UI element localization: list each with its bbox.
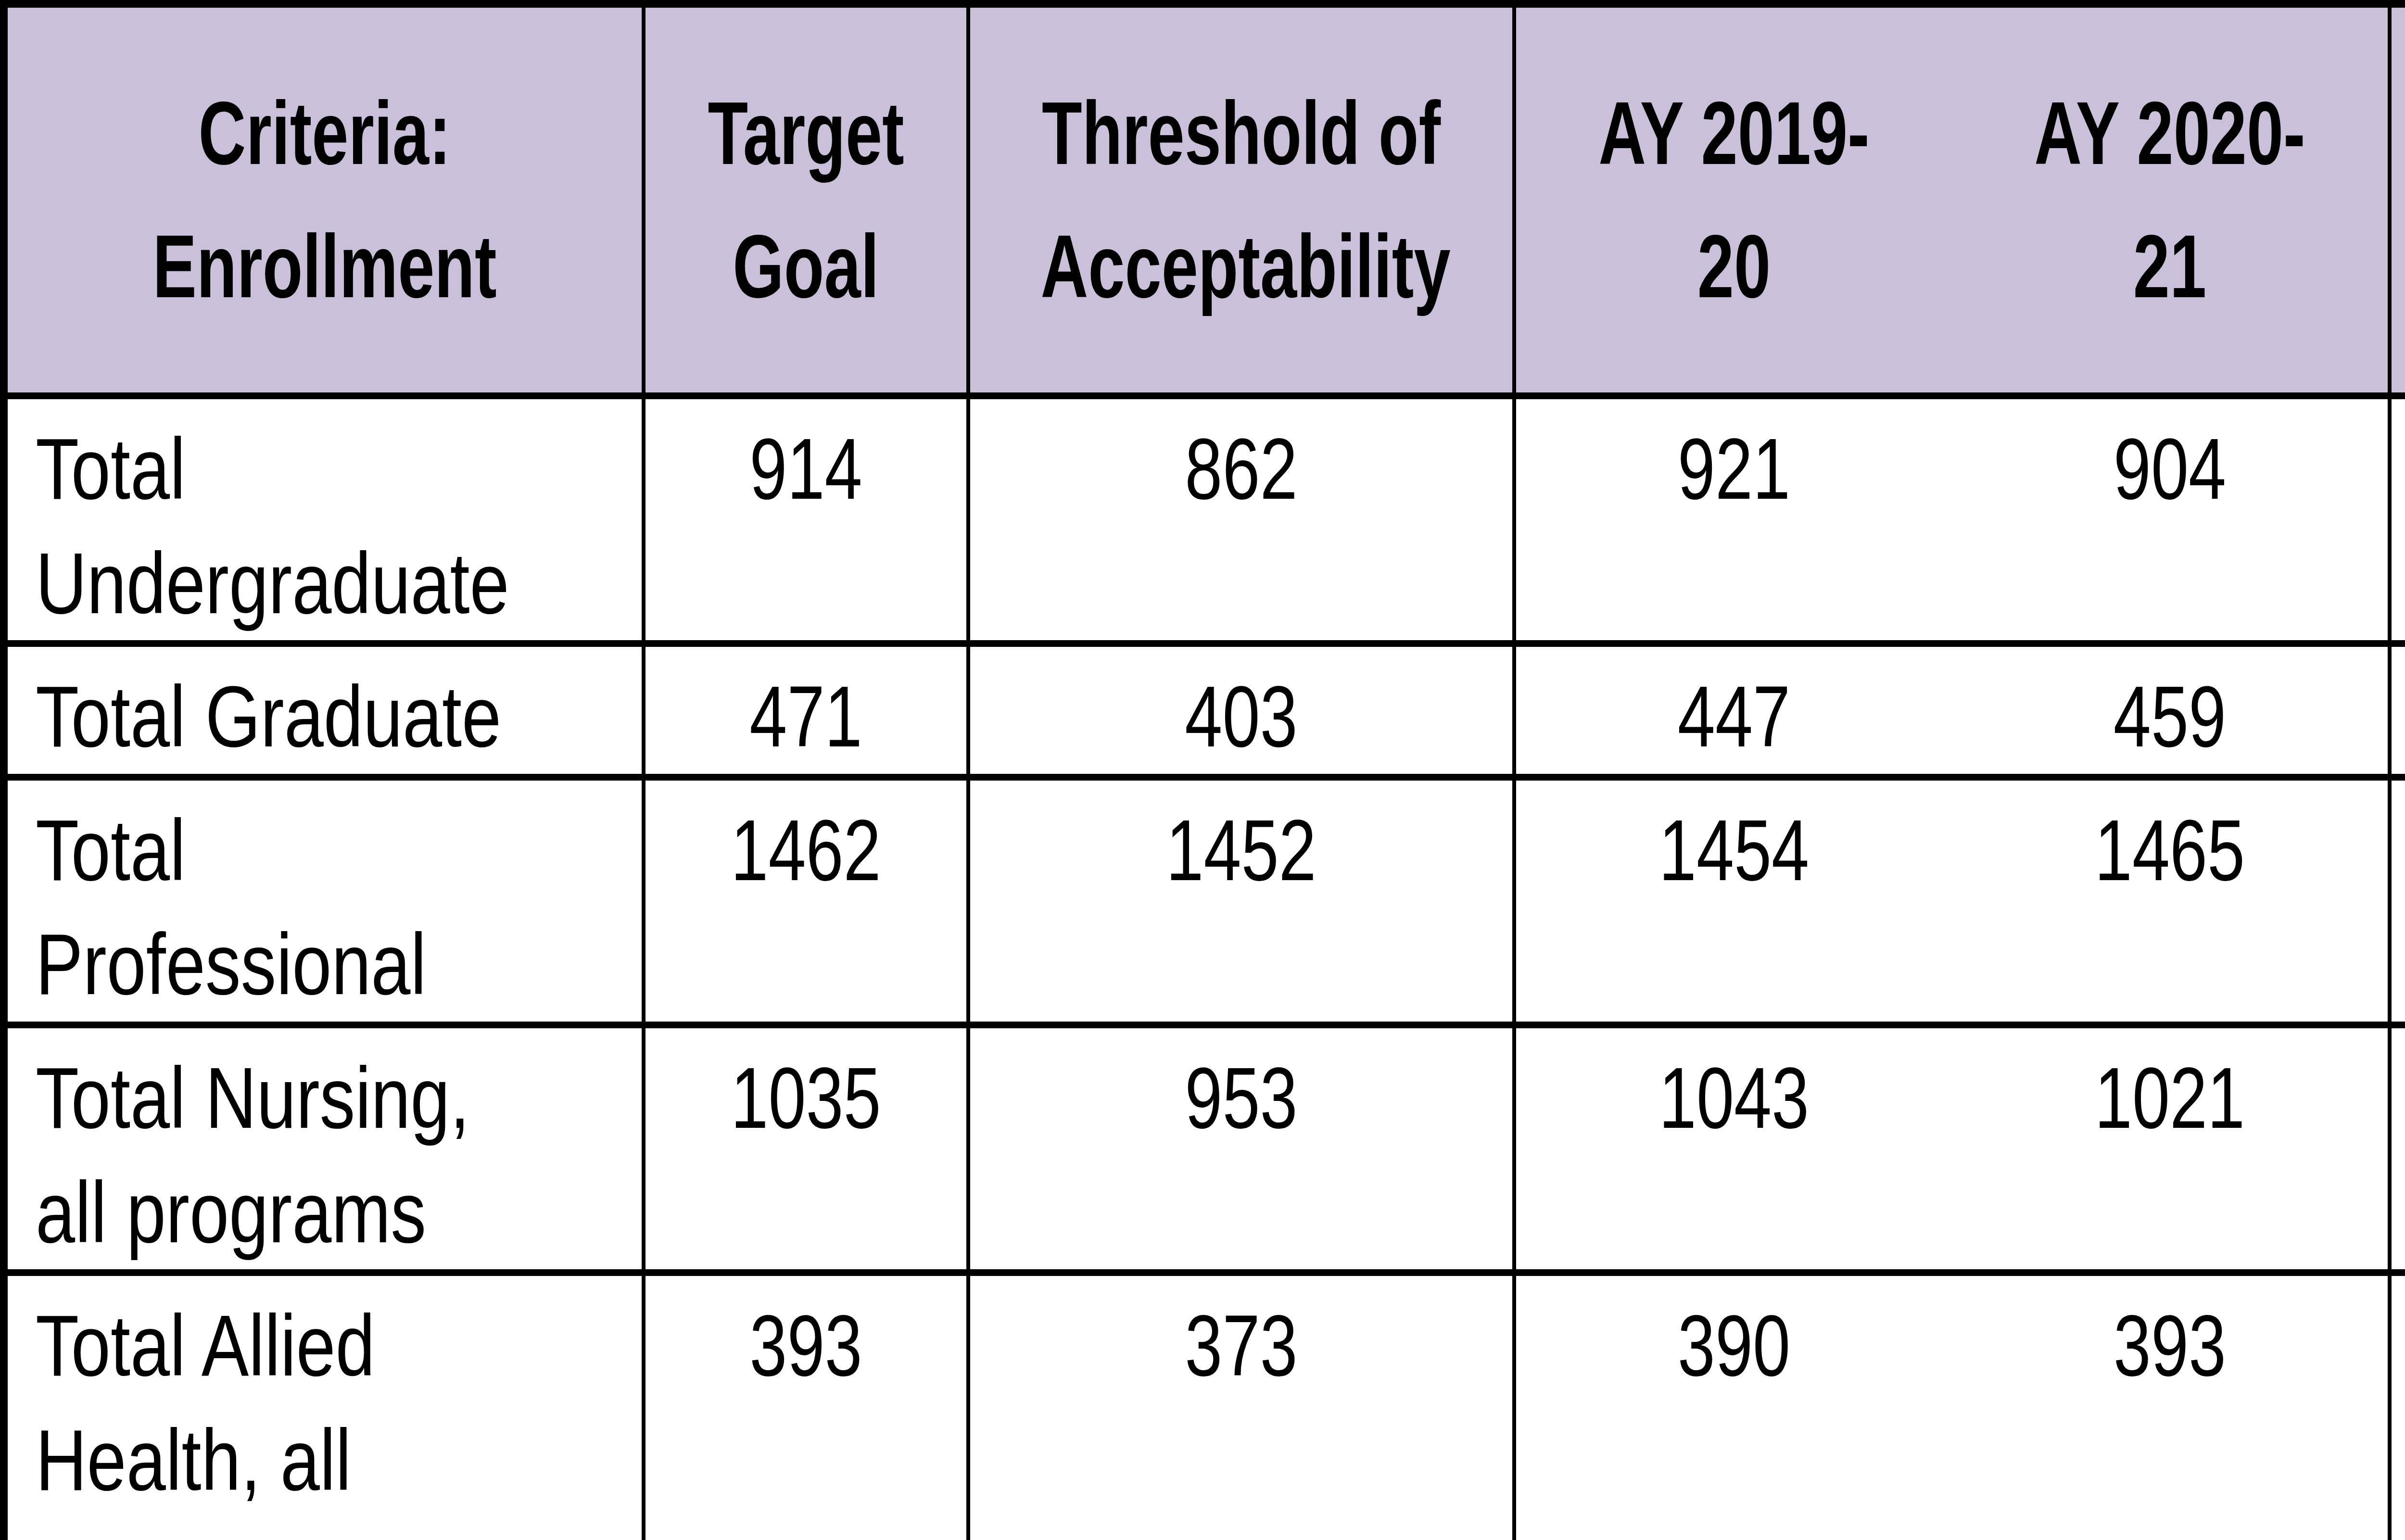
value-cell-merged: 390 393: [1514, 1273, 2390, 1540]
value-cell: 1452: [968, 777, 1514, 1025]
header-label: Threshold of Acceptability: [1041, 67, 1442, 334]
table-row-total-professional: Total Professional 1462 1452 1454 1465 1…: [4, 777, 2405, 1025]
row-label: Total Nursing, all programs: [4, 1025, 644, 1273]
row-label: Total Graduate: [4, 644, 644, 777]
row-label: Total Allied Health, all programs: [4, 1273, 644, 1540]
table-row-total-graduate: Total Graduate 471 403 447 459 481 409 3…: [4, 644, 2405, 777]
table-row-total-nursing: Total Nursing, all programs 1035 953 104…: [4, 1025, 2405, 1273]
table-row-total-undergraduate: Total Undergraduate 914 862 921 904 893 …: [4, 396, 2405, 644]
enrollment-table: Criteria: Enrollment Target Goal Thresho…: [0, 0, 2405, 1540]
header-cell-ay-2019-20-and-2020-21: AY 2019- 20 AY 2020- 21: [1514, 4, 2390, 396]
value-cell: 914: [644, 396, 968, 644]
value-cell: 1461: [2390, 777, 2405, 1025]
value-cell: 953: [968, 1025, 1514, 1273]
value-cell-merged: 1454 1465: [1514, 777, 2390, 1025]
value-cell: 471: [644, 644, 968, 777]
value-cell: 389: [2390, 1273, 2405, 1540]
table-row-total-allied-health: Total Allied Health, all programs 393 37…: [4, 1273, 2405, 1540]
value-cell: 1035: [644, 1025, 968, 1273]
value-cell: 862: [968, 396, 1514, 644]
row-label: Total Undergraduate: [4, 396, 644, 644]
row-label: Total Professional: [4, 777, 644, 1025]
header-cell-target-goal: Target Goal: [644, 4, 968, 396]
value-cell: 893: [2390, 396, 2405, 644]
value-cell: 373: [968, 1273, 1514, 1540]
header-cell-threshold: Threshold of Acceptability: [968, 4, 1514, 396]
header-cell-criteria: Criteria: Enrollment: [4, 4, 644, 396]
value-cell: 481: [2390, 644, 2405, 777]
header-cell-ay-2021-22: AY 2021- 22: [2390, 4, 2405, 396]
header-row: Criteria: Enrollment Target Goal Thresho…: [4, 4, 2405, 396]
value-cell: 1462: [644, 777, 968, 1025]
value-cell-merged: 921 904: [1514, 396, 2390, 644]
header-label: AY 2019- 20: [1573, 67, 1895, 334]
value-cell: 403: [968, 644, 1514, 777]
value-cell-merged: 1043 1021: [1514, 1025, 2390, 1273]
header-label: Criteria: Enrollment: [90, 67, 559, 334]
value-cell: 1010: [2390, 1025, 2405, 1273]
header-label: AY 2020- 21: [2009, 67, 2331, 334]
value-cell-merged: 447 459: [1514, 644, 2390, 777]
header-label: Target Goal: [687, 67, 925, 334]
value-cell: 393: [644, 1273, 968, 1540]
